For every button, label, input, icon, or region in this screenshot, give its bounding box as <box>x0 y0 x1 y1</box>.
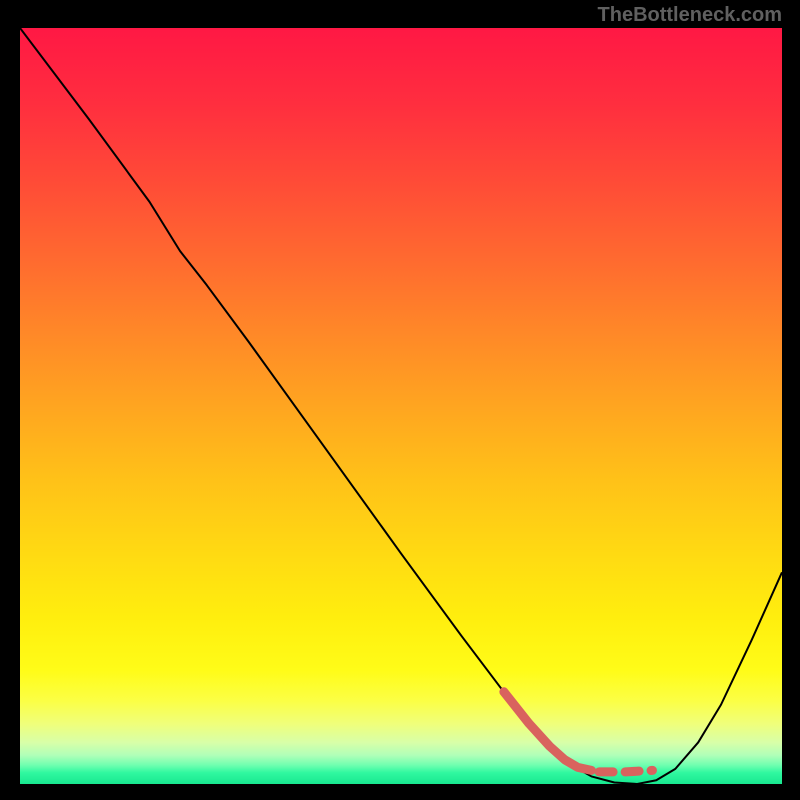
plot-area <box>20 28 782 784</box>
highlight-segment-dashed <box>599 770 652 772</box>
watermark-text: TheBottleneck.com <box>598 4 782 27</box>
bottleneck-curve <box>20 28 782 784</box>
highlight-segment-solid <box>504 692 592 771</box>
chart-curves <box>20 28 782 784</box>
